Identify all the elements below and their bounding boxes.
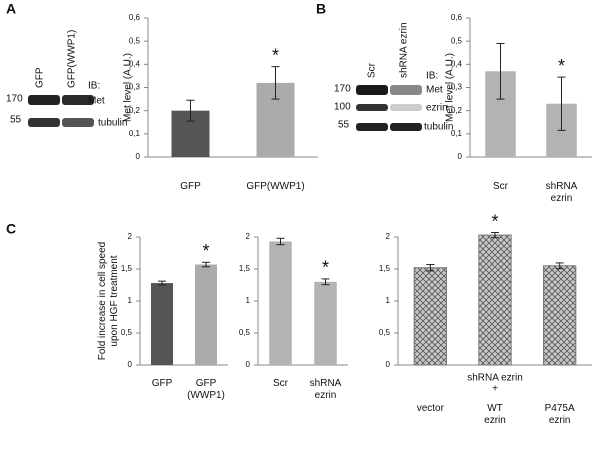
ib-label: IB: [426,71,438,82]
x-tick-label: GFP [180,181,201,192]
x-tick-label: GFP(WWP1) [246,181,304,192]
group-label: + [492,384,498,395]
y-tick-label: 1 [386,296,391,305]
y-tick-label: 0,5 [129,36,141,45]
y-tick-label: 2 [128,232,133,241]
panel-label: C [6,221,16,237]
y-tick-label: 2 [386,232,391,241]
band-label: Met [426,85,443,96]
annotation: * [202,241,209,261]
y-tick-label: 0,5 [239,328,251,337]
x-tick-label: shRNA ezrin [546,181,578,204]
y-axis-label: Met level (A.U.) [123,53,134,122]
y-tick-label: 0,4 [451,59,463,68]
y-tick-label: 0 [458,152,463,161]
panel-label: A [6,1,16,17]
y-tick-label: 0 [246,360,251,369]
error-bar [158,280,166,286]
panel-label: B [316,1,326,17]
lane-label: GFP [35,67,46,88]
annotation: * [272,45,279,65]
y-tick-label: 0,1 [451,129,463,138]
bar [543,265,577,366]
band-label: Met [88,96,105,107]
x-tick-label: Scr [493,181,509,192]
band-label: tubulin [424,122,453,133]
error-bar [426,264,435,272]
y-tick-label: 0 [128,360,133,369]
y-tick-label: 2 [246,232,251,241]
marker-label: 170 [334,84,351,95]
y-tick-label: 1 [246,296,251,305]
marker-label: 55 [10,115,22,126]
bar [151,283,173,365]
annotation: * [491,211,498,231]
y-tick-label: 0 [386,360,391,369]
y-tick-label: 0,3 [129,83,141,92]
error-bar [557,76,566,131]
lane-label: GFP(WWP1) [67,30,78,88]
y-tick-label: 0,3 [451,83,463,92]
y-axis-label: Fold increase in cell speedupon HGF trea… [97,242,120,360]
y-tick-label: 0,5 [379,328,391,337]
error-bar [202,261,210,268]
blot-a: GFP GFP(WWP1) IB: Met tubulin 170 55 [6,30,127,129]
x-tick-label: Scr [273,378,289,389]
y-tick-label: 1 [128,296,133,305]
bar [195,264,217,365]
error-bar [186,99,195,122]
y-tick-label: 0,5 [451,36,463,45]
marker-label: 100 [334,102,351,113]
y-tick-label: 0,5 [121,328,133,337]
bar [413,267,447,366]
bar [478,234,512,366]
lane-label: shRNA ezrin [399,22,410,78]
bar [269,241,292,365]
error-bar [271,66,280,100]
y-tick-label: 0,1 [129,129,141,138]
error-bar [276,237,285,246]
x-tick-label: P475A ezrin [545,403,575,426]
error-bar [321,278,330,286]
error-bar [491,232,499,239]
y-tick-label: 0 [136,152,141,161]
x-tick-label: vector [417,403,445,414]
ib-label: IB: [88,81,100,92]
y-tick-label: 1,5 [379,264,391,273]
y-tick-label: 1,5 [121,264,133,273]
bar [314,281,337,365]
annotation: * [322,258,329,278]
marker-label: 55 [338,120,350,131]
error-bar [496,42,505,100]
x-tick-label: GFP [152,378,173,389]
group-label: shRNA ezrin [467,373,523,384]
y-tick-label: 0,2 [129,106,141,115]
error-bar [555,262,564,270]
y-tick-label: 0,6 [451,13,463,22]
x-tick-label: WT ezrin [484,403,506,426]
lane-label: Scr [367,62,378,78]
blot-b: Scr shRNA ezrin IB: Met ezrin tubulin 17… [334,22,453,132]
x-tick-label: GFP(WWP1) [187,378,225,401]
x-tick-label: shRNA ezrin [310,378,342,401]
band-label: tubulin [98,118,127,129]
y-tick-label: 0,4 [129,59,141,68]
marker-label: 170 [6,94,23,105]
band-label: ezrin [426,103,448,114]
y-tick-label: 0,2 [451,106,463,115]
y-tick-label: 1,5 [239,264,251,273]
annotation: * [558,56,565,76]
y-tick-label: 0,6 [129,13,141,22]
y-axis-label: Met level (A.U.) [445,53,456,122]
